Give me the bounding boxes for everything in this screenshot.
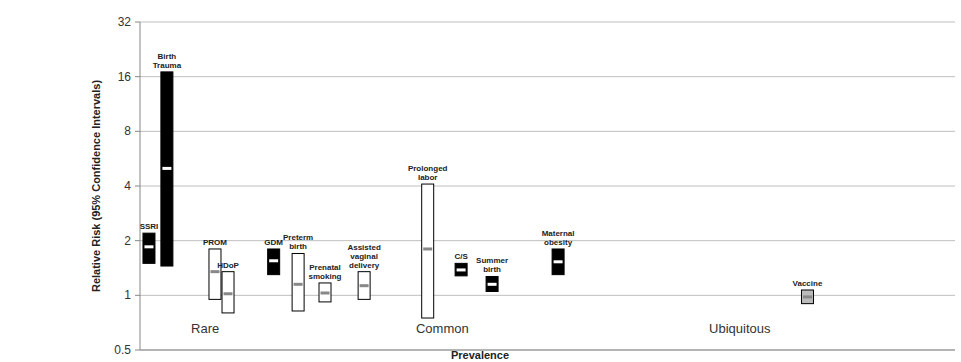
ci-bar <box>319 283 331 302</box>
bar-label: GDM <box>264 238 283 247</box>
grid-line <box>140 295 955 296</box>
ci-bar <box>268 249 280 275</box>
point-estimate <box>803 295 812 298</box>
grid-line <box>140 350 955 351</box>
bar-label: Maternalobesity <box>542 229 575 247</box>
tick-label: 8 <box>124 124 131 138</box>
point-estimate <box>144 245 153 248</box>
region-label: Ubiquitous <box>709 321 771 336</box>
tick-label: 0.5 <box>114 343 131 357</box>
grid-line <box>140 186 955 187</box>
bar-label: Summerbirth <box>476 256 508 274</box>
point-estimate <box>360 284 369 287</box>
bar-label: Pretermbirth <box>283 233 313 251</box>
tick-mark <box>135 186 140 187</box>
grid-line <box>140 76 955 77</box>
ci-bar <box>143 233 155 263</box>
tick-mark <box>135 295 140 296</box>
point-estimate <box>162 167 171 170</box>
ci-bar <box>801 290 813 304</box>
x-axis-label: Prevalence <box>451 349 509 361</box>
ci-bar <box>292 253 304 311</box>
point-estimate <box>554 260 563 263</box>
tick-label: 1 <box>124 288 131 302</box>
ci-bar <box>422 184 434 318</box>
ci-bar <box>222 272 234 313</box>
tick-mark <box>135 76 140 77</box>
ci-bar <box>455 263 467 276</box>
point-estimate <box>457 268 466 271</box>
y-axis-label: Relative Risk (95% Confidence Intervals) <box>90 80 102 292</box>
tick-label: 4 <box>124 179 131 193</box>
tick-mark <box>135 22 140 23</box>
point-estimate <box>210 270 219 273</box>
tick-mark <box>135 131 140 132</box>
bar-label: SSRI <box>140 222 159 231</box>
bar-label: Prolongedlabor <box>408 164 448 182</box>
region-label: Common <box>416 321 469 336</box>
point-estimate <box>224 292 233 295</box>
grid-line <box>140 22 955 23</box>
y-axis <box>140 22 141 350</box>
region-label: Rare <box>191 321 219 336</box>
tick-label: 16 <box>118 70 132 84</box>
ci-bar <box>552 249 564 275</box>
point-estimate <box>294 283 303 286</box>
grid-line <box>140 131 955 132</box>
ci-bar <box>358 272 370 300</box>
bar-label: C/S <box>454 252 468 261</box>
chart: 0.5 1 2 4 8 16 32 Relative Risk (95% Confidence… <box>0 0 961 362</box>
bar-labels: SSRI BirthTrauma PROM HDoP GDMPretermbirth Pr… <box>140 52 823 288</box>
bar-label: BirthTrauma <box>153 52 182 70</box>
ci-bar <box>209 249 221 299</box>
bar-label: Prenatalsmoking <box>309 263 342 281</box>
bar-label: HDoP <box>217 261 239 270</box>
tick-mark <box>135 350 140 351</box>
point-estimate <box>423 247 432 250</box>
point-estimate <box>488 283 497 286</box>
ci-bar <box>486 276 498 291</box>
point-estimate <box>269 259 278 262</box>
bar-label: Assistedvaginaldelivery <box>347 243 380 270</box>
bar-label: PROM <box>203 238 227 247</box>
tick-label: 32 <box>118 15 132 29</box>
tick-mark <box>135 240 140 241</box>
x-axis <box>140 350 955 351</box>
point-estimate <box>321 292 330 295</box>
bar-label: Vaccine <box>793 279 823 288</box>
ci-bar <box>161 72 173 266</box>
tick-label: 2 <box>124 234 131 248</box>
marks <box>143 72 814 318</box>
